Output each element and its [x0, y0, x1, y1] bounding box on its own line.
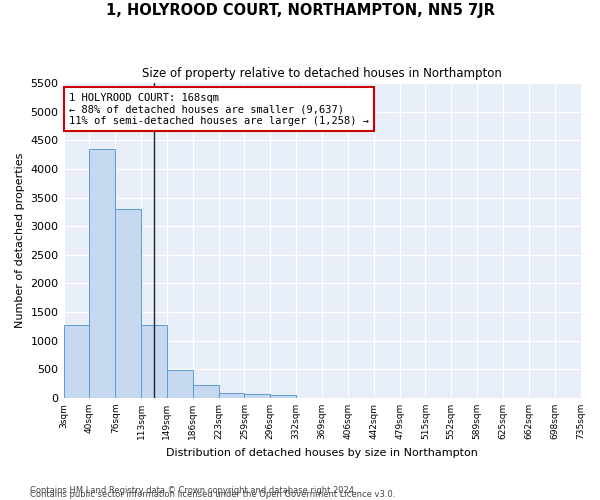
Bar — [244, 394, 271, 398]
Y-axis label: Number of detached properties: Number of detached properties — [15, 153, 25, 328]
Bar — [141, 325, 167, 398]
Text: 1 HOLYROOD COURT: 168sqm
← 88% of detached houses are smaller (9,637)
11% of sem: 1 HOLYROOD COURT: 168sqm ← 88% of detach… — [69, 92, 369, 126]
Bar — [64, 325, 89, 398]
X-axis label: Distribution of detached houses by size in Northampton: Distribution of detached houses by size … — [166, 448, 478, 458]
Text: 1, HOLYROOD COURT, NORTHAMPTON, NN5 7JR: 1, HOLYROOD COURT, NORTHAMPTON, NN5 7JR — [106, 2, 494, 18]
Bar — [167, 370, 193, 398]
Bar — [218, 393, 244, 398]
Title: Size of property relative to detached houses in Northampton: Size of property relative to detached ho… — [142, 68, 502, 80]
Bar — [115, 209, 141, 398]
Bar — [89, 149, 115, 398]
Bar — [193, 386, 218, 398]
Bar — [271, 395, 296, 398]
Text: Contains public sector information licensed under the Open Government Licence v3: Contains public sector information licen… — [30, 490, 395, 499]
Text: Contains HM Land Registry data © Crown copyright and database right 2024.: Contains HM Land Registry data © Crown c… — [30, 486, 356, 495]
